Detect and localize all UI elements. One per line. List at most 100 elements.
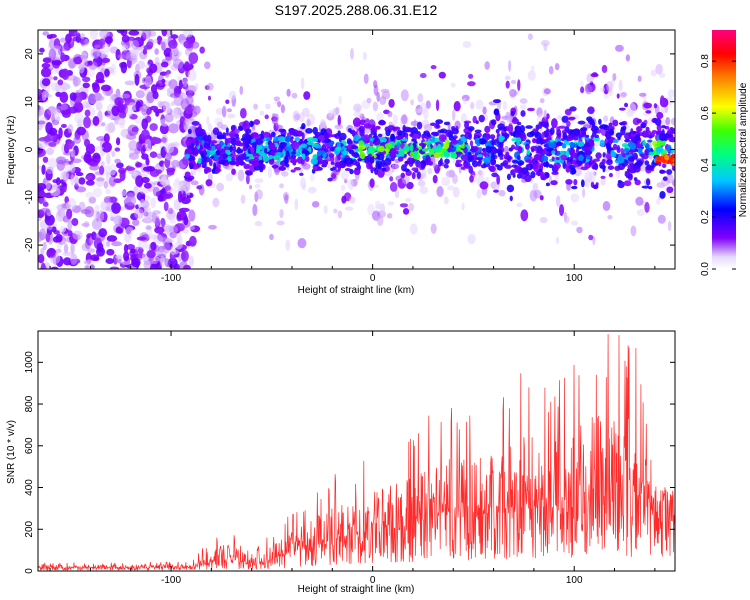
spectrogram-cell: [452, 186, 460, 198]
spectrogram-cell: [426, 132, 431, 138]
spectrogram-cell: [48, 248, 56, 258]
spectrogram-cell: [74, 113, 85, 124]
spectrogram-cell: [194, 83, 199, 90]
spectrogram-cell: [376, 215, 384, 226]
spectrogram-cell: [331, 173, 337, 179]
spectrogram-cell: [53, 109, 61, 120]
spectrogram-cell: [389, 182, 398, 192]
spectrogram-cell: [148, 63, 158, 74]
spectrogram-cell: [342, 150, 349, 156]
spectrogram-cell: [417, 180, 426, 187]
spectrogram-cell: [83, 116, 91, 129]
spectrogram-cell: [135, 162, 143, 168]
spectrogram-cell: [250, 132, 259, 138]
spectrogram-cell: [60, 52, 66, 63]
spectrogram-cell: [297, 237, 307, 249]
spectrogram-cell: [375, 204, 381, 210]
spectrogram-cell: [152, 91, 159, 100]
spectrogram-cell: [291, 92, 298, 99]
spectrogram-cell: [61, 68, 70, 80]
spectrogram-cell: [226, 155, 233, 162]
spectrogram-cell: [571, 168, 577, 175]
spectrogram-cell: [103, 133, 110, 144]
spectrogram-cell: [40, 67, 52, 78]
spectrogram-cell: [645, 178, 651, 186]
spectrogram-cell: [443, 121, 450, 126]
spectrogram-cell: [373, 84, 379, 96]
spectrogram-cell: [517, 79, 521, 92]
spectrogram-cell: [48, 48, 57, 61]
spectrogram-cell: [568, 149, 575, 154]
spectrogram-cell: [227, 113, 236, 119]
spectrogram-cell: [196, 185, 203, 190]
spectrogram-cell: [309, 173, 315, 182]
spectrogram-cell: [467, 81, 476, 87]
spectrogram-cell: [285, 135, 292, 142]
spectrogram-cell: [490, 158, 497, 166]
spectrogram-cell: [478, 138, 487, 145]
spectrogram-cell: [379, 203, 386, 216]
spectrogram-cell: [92, 116, 100, 126]
spectrogram-cell: [302, 107, 310, 117]
spectrogram-cell: [69, 162, 76, 174]
spectrogram-cell: [39, 196, 46, 204]
spectrogram-cell: [268, 155, 273, 160]
spectrogram-cell: [45, 232, 51, 243]
spectrogram-cell: [50, 82, 58, 91]
spectrogram-cell: [658, 133, 667, 141]
spectrogram-cell: [57, 79, 64, 86]
spectrogram-cell: [633, 177, 638, 182]
spectrogram-cell: [150, 263, 157, 269]
spectrogram-cell: [493, 99, 501, 104]
spectrogram-cell: [210, 140, 218, 144]
spectrogram-cell: [619, 122, 626, 126]
spectrogram-cell: [94, 204, 100, 212]
spectrogram-cell: [581, 127, 587, 131]
spectrogram-cell: [101, 141, 112, 153]
spectrogram-cell: [256, 143, 263, 151]
spectrogram-cell: [413, 119, 417, 129]
spectrogram-cell: [377, 145, 385, 153]
spectrogram-cell: [405, 148, 410, 152]
spectrogram-cell: [337, 114, 342, 127]
spectrogram-cell: [211, 145, 216, 151]
spectrogram-cell: [108, 176, 117, 187]
spectrogram-cell: [394, 160, 400, 170]
spectrogram-cell: [525, 159, 532, 163]
spectrogram-cell: [290, 169, 296, 173]
spectrogram-cell: [277, 101, 282, 108]
snr-frame: [37, 330, 676, 572]
spectrogram-cell: [623, 148, 630, 154]
spectrogram-cell: [564, 215, 570, 224]
spectrogram-cell: [531, 148, 535, 153]
spectrogram-cell: [164, 112, 174, 123]
spectrogram-cell: [508, 60, 512, 72]
spectrogram-cell: [303, 91, 311, 100]
spectrogram-cell: [437, 160, 443, 167]
spectrogram-cell: [406, 181, 414, 190]
spectrogram-cell: [160, 38, 167, 51]
spectrogram-cell: [607, 156, 612, 160]
spectrogram-cell: [575, 148, 579, 153]
spectrogram-cell: [262, 154, 270, 162]
spectrogram-cell: [311, 200, 320, 208]
spectrogram-cell: [556, 115, 563, 120]
spectrogram-cell: [99, 165, 105, 176]
spectrogram-cell: [671, 162, 675, 167]
spectrogram-cell: [475, 99, 484, 110]
spectrogram-cell: [438, 134, 446, 142]
spectrogram-cell: [84, 265, 90, 269]
spectrogram-cell: [516, 155, 521, 161]
spectrogram-cell: [522, 209, 527, 219]
spectrogram-cell: [417, 93, 424, 103]
spectrogram-cell: [577, 120, 586, 125]
spectrogram-cell: [539, 98, 545, 104]
spectrogram-cell: [168, 39, 178, 49]
spectrogram-cell: [231, 168, 236, 176]
spectrogram-cell: [214, 154, 218, 160]
spectrogram-cell: [237, 125, 243, 131]
spectrogram-cell: [132, 219, 140, 227]
spectrogram-cell: [615, 169, 621, 179]
spectrogram-cell: [319, 118, 326, 131]
spectrogram-cell: [280, 104, 285, 114]
